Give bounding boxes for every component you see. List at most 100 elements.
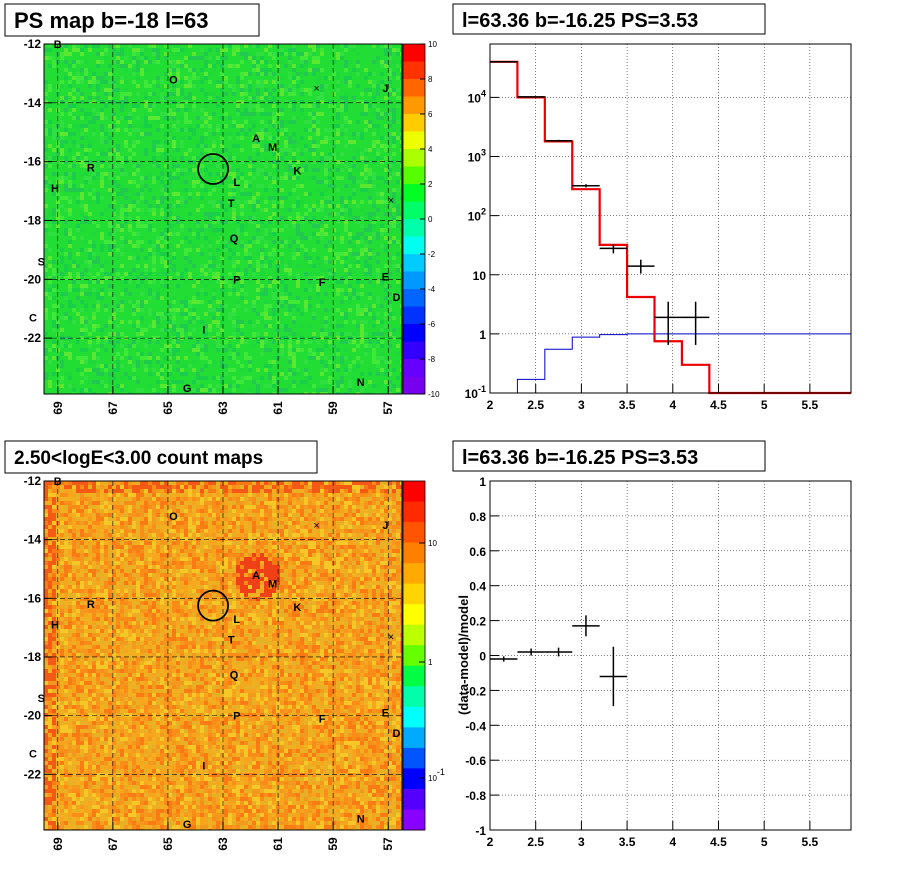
map-pixel (164, 156, 168, 160)
map-pixel (344, 124, 348, 128)
map-pixel (300, 200, 304, 204)
map-pixel (176, 533, 180, 537)
map-pixel (360, 252, 364, 256)
map-pixel (108, 292, 112, 296)
map-pixel (256, 505, 260, 509)
map-pixel (44, 80, 48, 84)
map-pixel (140, 352, 144, 356)
map-pixel (72, 156, 76, 160)
map-pixel (392, 489, 396, 493)
map-pixel (188, 124, 192, 128)
map-pixel (164, 164, 168, 168)
map-pixel (112, 100, 116, 104)
map-pixel (104, 533, 108, 537)
map-pixel (352, 497, 356, 501)
map-pixel (400, 481, 402, 485)
map-pixel (320, 200, 324, 204)
map-pixel (104, 485, 108, 489)
map-pixel (44, 485, 48, 489)
map-pixel (88, 517, 92, 521)
map-pixel (260, 96, 264, 100)
map-pixel (316, 348, 320, 352)
map-pixel (156, 244, 160, 248)
map-pixel (304, 120, 308, 124)
map-pixel (160, 236, 164, 240)
map-pixel (304, 485, 308, 489)
map-pixel (152, 505, 156, 509)
map-pixel (84, 148, 88, 152)
map-pixel (292, 140, 296, 144)
map-pixel (200, 232, 204, 236)
map-pixel (80, 509, 84, 513)
map-pixel (60, 529, 64, 533)
map-pixel (372, 324, 376, 328)
map-pixel (228, 44, 232, 48)
map-pixel (244, 376, 248, 380)
map-pixel (156, 513, 160, 517)
map-pixel (256, 296, 260, 300)
map-pixel (264, 208, 268, 212)
map-pixel (212, 140, 216, 144)
map-pixel (396, 376, 400, 380)
map-pixel (132, 485, 136, 489)
map-pixel (380, 224, 384, 228)
map-pixel (92, 120, 96, 124)
map-pixel (52, 268, 56, 272)
map-pixel (108, 176, 112, 180)
map-pixel (376, 344, 380, 348)
map-pixel (112, 244, 116, 248)
map-pixel (60, 272, 64, 276)
map-pixel (168, 276, 172, 280)
map-pixel (288, 529, 292, 533)
map-pixel (372, 232, 376, 236)
map-pixel (388, 521, 392, 525)
map-pixel (196, 224, 200, 228)
map-pixel (360, 248, 364, 252)
map-pixel (384, 517, 388, 521)
map-pixel (220, 320, 224, 324)
map-pixel (320, 268, 324, 272)
map-pixel (156, 252, 160, 256)
map-pixel (240, 92, 244, 96)
map-pixel (316, 180, 320, 184)
map-pixel (132, 152, 136, 156)
map-pixel (96, 300, 100, 304)
map-pixel (80, 212, 84, 216)
map-pixel (312, 316, 316, 320)
map-pixel (80, 288, 84, 292)
map-pixel (60, 160, 64, 164)
map-pixel (264, 240, 268, 244)
map-pixel (280, 344, 284, 348)
map-pixel (276, 288, 280, 292)
map-pixel (84, 128, 88, 132)
map-pixel (160, 144, 164, 148)
map-pixel (284, 264, 288, 268)
map-pixel (252, 168, 256, 172)
map-pixel (120, 268, 124, 272)
map-pixel (364, 384, 368, 388)
map-pixel (160, 232, 164, 236)
map-pixel (168, 489, 172, 493)
map-pixel (264, 156, 268, 160)
map-pixel (148, 489, 152, 493)
map-pixel (400, 497, 402, 501)
map-pixel (148, 529, 152, 533)
map-pixel (312, 112, 316, 116)
map-pixel (216, 489, 220, 493)
map-pixel (264, 348, 268, 352)
map-pixel (304, 529, 308, 533)
map-pixel (304, 88, 308, 92)
map-pixel (200, 320, 204, 324)
map-pixel (136, 324, 140, 328)
map-pixel (216, 84, 220, 88)
map-pixel (316, 489, 320, 493)
map-pixel (120, 64, 124, 68)
map-pixel (172, 376, 176, 380)
map-pixel (348, 236, 352, 240)
map-pixel (72, 497, 76, 501)
map-pixel (152, 517, 156, 521)
map-pixel (152, 372, 156, 376)
map-pixel (224, 64, 228, 68)
map-pixel (264, 316, 268, 320)
map-pixel (224, 485, 228, 489)
